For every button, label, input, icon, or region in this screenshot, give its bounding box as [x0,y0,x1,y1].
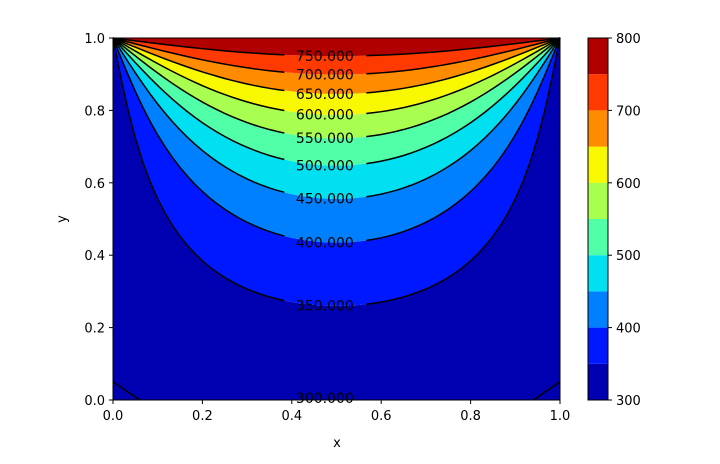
colorbar-segment-400 [588,291,608,328]
x-axis-ticks: 0.0 0.2 0.4 0.6 0.8 1.0 [103,400,571,424]
contour-line-500 [112,37,285,161]
colorbar-segment-750 [588,38,608,75]
y-tick-label: 0.6 [84,177,105,192]
x-axis-label: x [333,436,341,451]
y-tick-label: 0.0 [84,394,105,409]
contour-label-750: 750.000 [296,49,354,65]
colorbar-ticks: 300 400 500 600 700 800 [608,32,641,409]
y-tick-label: 0.4 [84,249,105,264]
contour-line-350 [366,37,561,305]
contour-line-550 [366,37,561,138]
colorbar-segment-450 [588,255,608,292]
colorbar-segment-300 [588,363,608,400]
filled-contour-bands [113,38,560,400]
contour-label-550: 550.000 [296,131,354,147]
x-tick-label: 0.8 [460,409,481,424]
contour-label-700: 700.000 [296,67,354,83]
colorbar-segment-350 [588,327,608,364]
x-tick-label: 0.4 [281,409,302,424]
colorbar-segment-500 [588,219,608,256]
contour-band-450-500 [113,38,560,199]
contour-label-400: 400.000 [296,235,354,251]
contour-label-600: 600.000 [296,108,354,124]
contour-label-450: 450.000 [296,192,354,208]
colorbar-segment-600 [588,146,608,183]
contour-band-700-750 [113,38,560,75]
contour-band-750-800 [113,38,560,57]
contour-band-400-450 [113,38,560,243]
colorbar-tick-label: 700 [616,104,641,119]
contour-band-300-350 [113,38,560,400]
contour-band-600-650 [113,38,560,115]
contour-line-400 [112,37,285,237]
contour-label-300: 300.000 [296,391,354,407]
contour-label-650: 650.000 [296,87,354,103]
contour-line-750 [112,37,285,56]
colorbar-tick-label: 800 [616,32,641,47]
contour-line-650 [112,37,285,92]
colorbar-tick-label: 300 [616,394,641,409]
y-tick-label: 1.0 [84,32,105,47]
x-tick-label: 0.2 [192,409,213,424]
contour-line-700 [112,37,285,73]
contour-line-450 [366,37,561,198]
y-tick-label: 0.2 [84,322,105,337]
y-tick-label: 0.8 [84,104,105,119]
contour-lines [112,37,561,401]
contour-line-300 [112,381,141,401]
contour-line-600 [112,37,285,112]
contour-line-550 [112,37,285,134]
contour-label-500: 500.000 [296,158,354,174]
contour-line-350 [112,37,285,302]
contour-label-350: 350.000 [296,299,354,315]
contour-line-300 [532,381,561,401]
contour-band-500-550 [113,38,560,166]
contour-labels: 350.000 400.000 450.000 500.000 550.000 600.0… [296,49,354,407]
contour-line-750 [366,37,561,57]
colorbar-segment-700 [588,74,608,111]
y-axis-ticks: 0.0 0.2 0.4 0.6 0.8 1.0 [84,32,113,409]
x-tick-label: 0.6 [371,409,392,424]
colorbar-segment-650 [588,110,608,147]
contour-line-600 [366,37,561,115]
contour-line-500 [366,37,561,165]
colorbar-segment-550 [588,182,608,219]
colorbar [587,37,609,401]
colorbar-tick-label: 600 [616,177,641,192]
x-tick-label: 1.0 [550,409,571,424]
colorbar-tick-label: 500 [616,249,641,264]
contour-line-400 [366,37,561,242]
colorbar-frame [587,37,609,401]
plot-frame [112,37,561,401]
contour-line-650 [366,37,561,94]
colorbar-tick-label: 400 [616,322,641,337]
x-tick-label: 0.0 [103,409,124,424]
y-axis-label: y [55,215,70,223]
contour-band-650-700 [113,38,560,94]
contour-line-700 [366,37,561,75]
contour-line-450 [112,37,285,194]
contour-band-350-400 [113,38,560,306]
